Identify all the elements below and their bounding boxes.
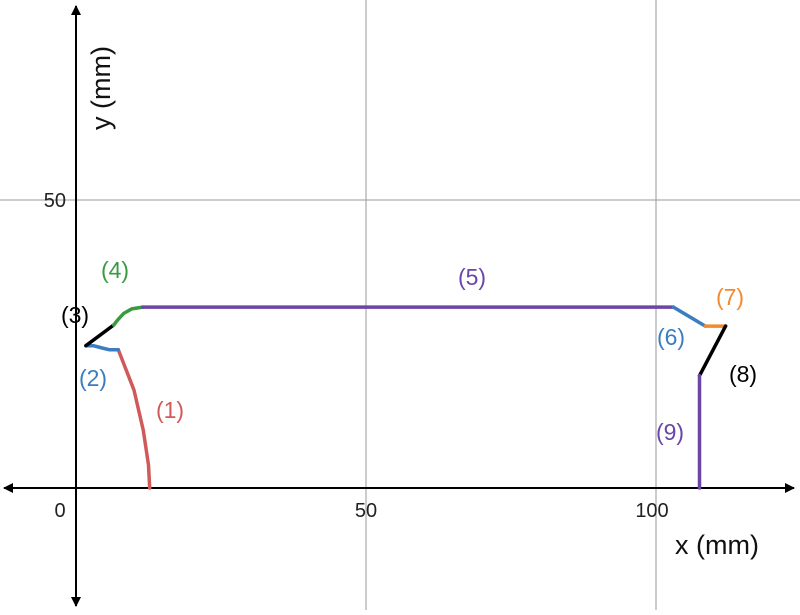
segment-labels: (1) (2) (3) (4) (5) (6) (7) (8) (9)	[61, 257, 757, 445]
segment-8-line	[697, 324, 728, 378]
segment-2-curve	[84, 343, 121, 352]
segment-2-label: (2)	[79, 365, 107, 391]
y-axis-title: y (mm)	[86, 46, 116, 130]
segment-1-curve	[116, 348, 152, 490]
segment-1-label: (1)	[156, 397, 184, 423]
y-tick-label-50: 50	[44, 190, 66, 212]
segment-3-line	[84, 323, 116, 348]
segment-6-line	[671, 305, 708, 328]
x-tick-label-0: 0	[54, 500, 65, 522]
segment-8-label: (8)	[729, 361, 757, 387]
x-axis-title: x (mm)	[675, 530, 759, 560]
segment-4-label: (4)	[101, 257, 129, 283]
segment-6-label: (6)	[657, 324, 685, 350]
segment-5-label: (5)	[458, 264, 486, 290]
segment-3-label: (3)	[61, 302, 89, 328]
segment-7-label: (7)	[716, 284, 744, 310]
segment-4-curve	[111, 305, 145, 327]
segment-9-label: (9)	[656, 419, 684, 445]
profile-segments	[84, 305, 728, 490]
x-tick-label-100: 100	[635, 500, 668, 522]
x-tick-label-50: 50	[355, 500, 377, 522]
